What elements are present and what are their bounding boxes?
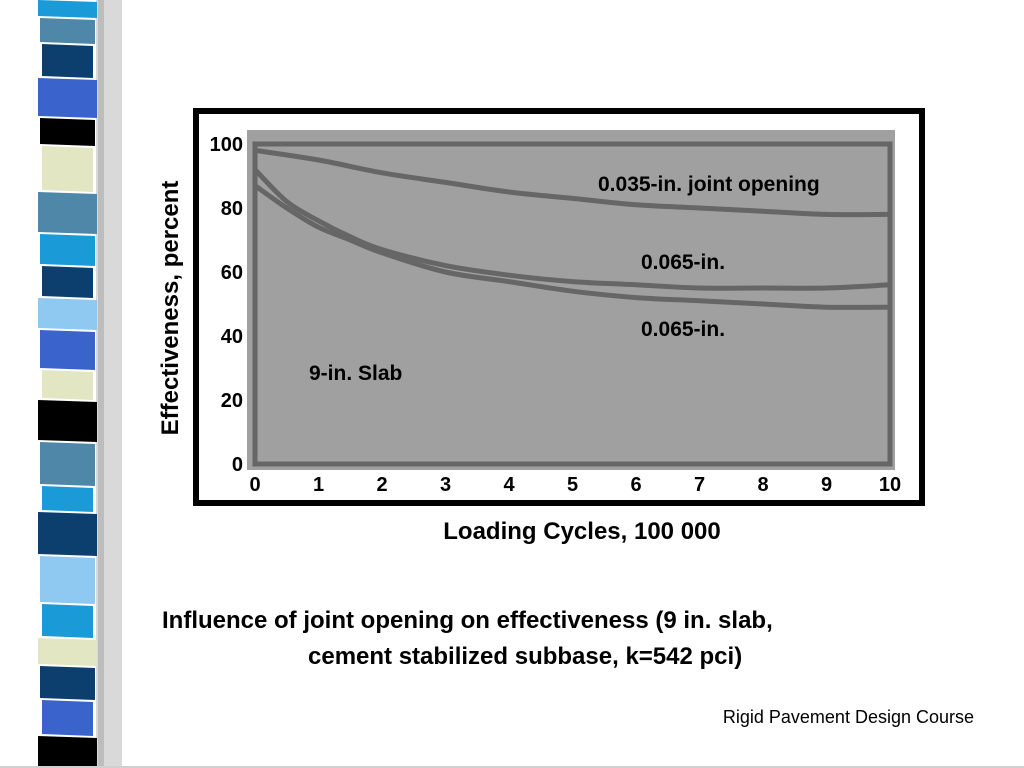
- strip-band: [40, 18, 95, 44]
- x-tick-label: 10: [879, 474, 901, 496]
- decorative-side-strip: [38, 0, 122, 768]
- y-tick-label: 100: [210, 134, 243, 156]
- strip-band: [42, 700, 93, 736]
- plot-frame: [252, 141, 893, 467]
- strip-band: [40, 666, 95, 700]
- y-axis-label: Effectiveness, percent: [157, 181, 184, 436]
- y-tick-label: 0: [232, 454, 243, 476]
- x-tick-labels: 0 1 2 3 4 5 6 7 8 9 10: [249, 474, 901, 496]
- caption-line-1: Influence of joint opening on effectiven…: [162, 607, 773, 634]
- x-tick-label: 2: [376, 474, 387, 496]
- strip-band: [40, 118, 95, 146]
- series-line-0065-in-lower: [252, 183, 893, 310]
- strip-band: [42, 486, 93, 512]
- x-tick-label: 5: [567, 474, 578, 496]
- annotation-slab-thickness: 9-in. Slab: [309, 362, 402, 385]
- strip-band: [38, 512, 97, 556]
- strip-band: [42, 370, 93, 400]
- y-tick-label: 40: [221, 326, 243, 348]
- strip-band: [42, 44, 93, 78]
- slide-bottom-line: [0, 766, 1024, 768]
- y-tick-labels: 0 20 40 60 80 100: [210, 134, 243, 476]
- x-tick-label: 1: [313, 474, 324, 496]
- slide-caption: Influence of joint opening on effectiven…: [162, 603, 922, 675]
- strip-band: [38, 400, 97, 442]
- strip-band: [38, 638, 97, 666]
- annotation-0065-upper: 0.065-in.: [641, 251, 725, 274]
- strip-band: [38, 736, 97, 768]
- strip-band: [38, 192, 97, 234]
- strip-band: [40, 234, 95, 266]
- series-line-0065-in-upper: [252, 167, 893, 291]
- y-tick-label: 80: [221, 198, 243, 220]
- series-layer: [252, 147, 893, 310]
- strip-band: [42, 146, 93, 192]
- caption-line-2: cement stabilized subbase, k=542 pci): [308, 643, 743, 670]
- x-tick-label: 7: [694, 474, 705, 496]
- strip-band: [42, 266, 93, 298]
- annotation-0035-joint-opening: 0.035-in. joint opening: [598, 173, 820, 196]
- annotation-0065-lower: 0.065-in.: [641, 318, 725, 341]
- course-footer: Rigid Pavement Design Course: [722, 707, 974, 727]
- series-line-0035-in: [252, 147, 893, 218]
- strip-band: [38, 0, 97, 18]
- x-axis-label: Loading Cycles, 100 000: [443, 518, 721, 545]
- x-tick-label: 4: [503, 474, 515, 496]
- x-tick-label: 3: [440, 474, 451, 496]
- x-tick-label: 9: [821, 474, 832, 496]
- y-tick-label: 20: [221, 390, 243, 412]
- x-tick-label: 0: [249, 474, 260, 496]
- strip-band: [40, 442, 95, 486]
- strip-band: [38, 298, 97, 330]
- y-tick-label: 60: [221, 262, 243, 284]
- strip-band: [42, 604, 93, 638]
- plot-area: [247, 130, 895, 470]
- strip-band: [40, 556, 95, 604]
- x-tick-label: 8: [757, 474, 768, 496]
- strip-band: [38, 78, 97, 118]
- strip-band: [40, 330, 95, 370]
- x-tick-label: 6: [630, 474, 641, 496]
